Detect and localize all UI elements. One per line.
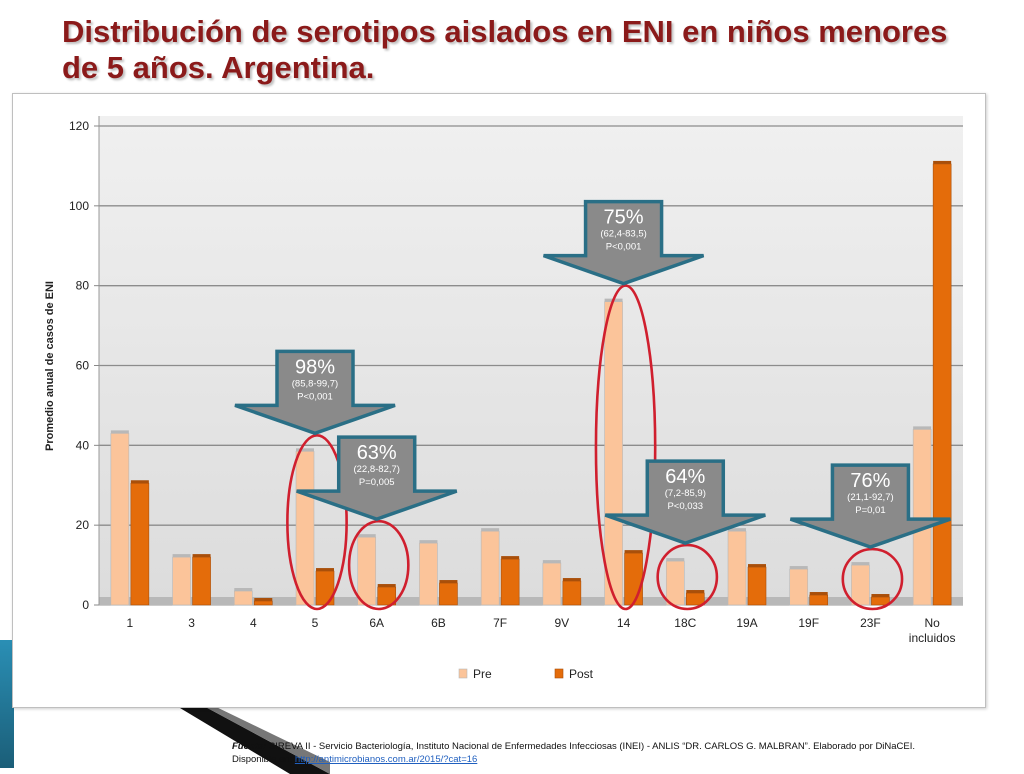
bar-pre-9v (542, 560, 562, 606)
bar-post-7f (500, 556, 520, 606)
x-tick-label: 6B (431, 616, 446, 630)
bar-post-4 (253, 598, 273, 606)
bar-pre-19a (727, 528, 747, 606)
highlight-ellipse (656, 543, 719, 611)
bar-pre-23f (851, 562, 870, 606)
y-tick-label: 0 (82, 598, 89, 612)
bar-pre-3 (172, 554, 191, 606)
bar-post-9v (562, 578, 582, 606)
legend-item-post: Post (554, 667, 594, 681)
bar-pre-18c (665, 558, 685, 606)
highlight-ellipse (347, 519, 410, 611)
impact-arrow-14: 75%(62,4-83,5) P<0,001 (542, 199, 705, 286)
bar-post-19f (809, 592, 829, 606)
axis-floor (99, 597, 963, 605)
impact-p-value: P=0,01 (855, 505, 885, 516)
impact-percent: 63% (357, 442, 397, 464)
available-label: Disponible en: (232, 754, 293, 765)
x-tick-label: 23F (860, 616, 881, 630)
impact-percent: 64% (665, 466, 705, 488)
impact-p-value: P<0,033 (667, 501, 703, 512)
x-tick-label: incluidos (909, 631, 956, 645)
source-label: Fuente: (232, 741, 267, 752)
impact-arrow-6a: 63%(22,8-82,7) P=0,005 (296, 435, 458, 521)
bar-pre-6a (357, 534, 377, 606)
bar-pre-14 (604, 298, 623, 606)
bar-chart: 98%(85,8-99,7) P<0,001 63%(22,8-82,7) P=0,0… (44, 116, 963, 681)
y-tick-label: 80 (76, 279, 90, 293)
y-tick-label: 60 (76, 359, 90, 373)
y-tick-label: 40 (76, 438, 90, 452)
highlight-ellipse (594, 284, 657, 611)
x-tick-label: 3 (188, 616, 195, 630)
bar-post-19a (747, 564, 767, 606)
chart-frame: 98% (85,8-99,7) P<0,001 63% (22,8-82,7) P=0,0… (12, 93, 986, 708)
source-text: SIREVA II - Servicio Bacteriología, Inst… (268, 741, 916, 752)
bar-post-3 (192, 554, 211, 606)
source-link[interactable]: http://antimicrobianos.com.ar/2015/?cat=… (294, 754, 478, 765)
x-tick-label: 5 (312, 616, 319, 630)
bar-post-6b (439, 580, 458, 606)
x-tick-label: 14 (617, 616, 631, 630)
impact-arrow-5: 98%(85,8-99,7) P<0,001 (234, 349, 396, 436)
impact-p-value: P=0,005 (359, 477, 395, 488)
bar-post-6a (377, 584, 397, 606)
impact-ci: (22,8-82,7) (353, 464, 399, 475)
impact-percent: 98% (295, 356, 335, 378)
impact-ci: (62,4-83,5) (600, 229, 646, 240)
bar-post-1 (130, 480, 150, 606)
bar-pre-1 (110, 430, 130, 606)
svg-text:Pre: Pre (473, 667, 492, 681)
x-tick-label: 7F (493, 616, 507, 630)
y-tick-label: 20 (76, 518, 90, 532)
x-tick-label: No (924, 616, 940, 630)
x-tick-label: 19F (798, 616, 819, 630)
x-tick-label: 18C (674, 616, 696, 630)
impact-ci: (21,1-92,7) (847, 492, 893, 503)
bar-pre-4 (233, 588, 253, 606)
x-tick-label: 1 (127, 616, 134, 630)
bar-pre-19f (789, 566, 809, 606)
y-axis-label: Promedio anual de casos de ENI (44, 281, 56, 451)
x-tick-label: 19A (736, 616, 757, 630)
decorative-stripe (180, 704, 330, 774)
bar-pre-7f (480, 528, 500, 606)
x-tick-label: 4 (250, 616, 257, 630)
bar-pre-no-incluidos (912, 426, 932, 606)
highlight-ellipse (286, 434, 348, 611)
bar-pre-6b (419, 540, 438, 606)
highlight-ellipse (841, 547, 904, 611)
slide-title: Distribución de serotipos aislados en EN… (62, 14, 948, 85)
x-tick-label: 9V (555, 616, 570, 630)
bar-post-18c (685, 590, 705, 606)
impact-percent: 76% (850, 470, 890, 492)
y-tick-label: 120 (69, 119, 89, 133)
impact-arrow-23f: 76%(21,1-92,7) P=0,01 (789, 463, 952, 549)
impact-percent: 75% (604, 207, 644, 229)
bar-post-14 (624, 550, 643, 606)
source-note: Fuente: SIREVA II - Servicio Bacteriolog… (232, 740, 1012, 766)
legend-item-pre: Pre (458, 667, 492, 681)
bar-post-23f (871, 594, 890, 606)
decorative-side-bar (0, 640, 14, 768)
impact-ci: (85,8-99,7) (292, 378, 338, 389)
svg-text:Post: Post (569, 667, 594, 681)
bar-pre-5 (295, 448, 315, 606)
impact-ci: (7,2-85,9) (665, 488, 706, 499)
x-tick-label: 6A (369, 616, 384, 630)
impact-p-value: P<0,001 (606, 242, 642, 253)
impact-arrow-18c: 64%(7,2-85,9) P<0,033 (604, 459, 766, 545)
bar-post-no-incluidos (932, 160, 952, 606)
y-tick-label: 100 (69, 199, 89, 213)
impact-p-value: P<0,001 (297, 391, 333, 402)
